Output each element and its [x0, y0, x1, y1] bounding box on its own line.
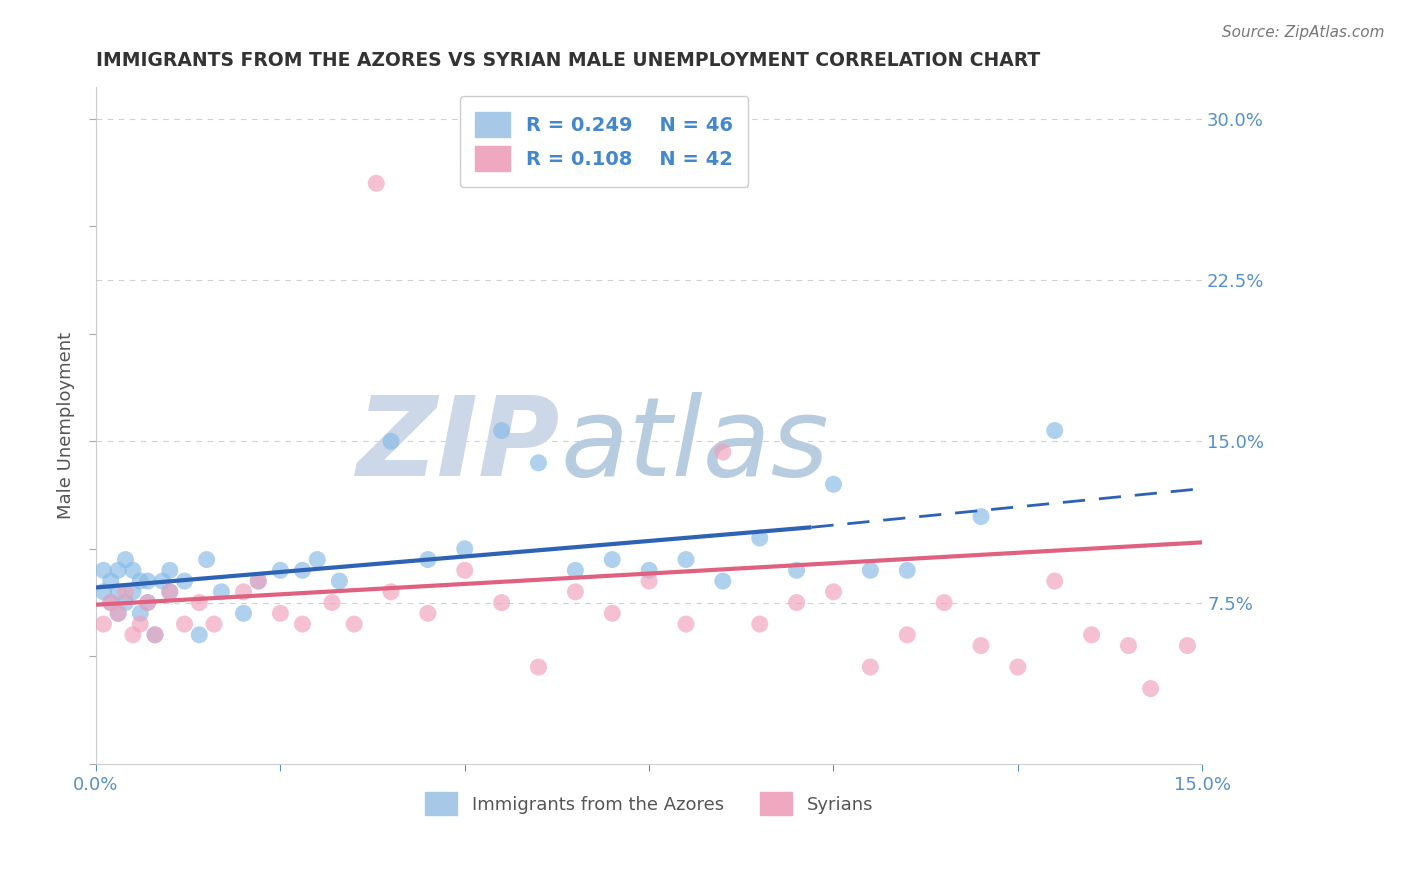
- Point: [970, 509, 993, 524]
- Point: [1139, 681, 1161, 696]
- Point: [114, 596, 136, 610]
- Point: [202, 617, 225, 632]
- Point: [454, 541, 477, 556]
- Point: [786, 563, 808, 577]
- Point: [232, 584, 254, 599]
- Point: [143, 628, 166, 642]
- Point: [107, 607, 129, 621]
- Point: [129, 617, 152, 632]
- Point: [159, 563, 181, 577]
- Point: [491, 424, 513, 438]
- Point: [93, 563, 115, 577]
- Point: [711, 445, 734, 459]
- Point: [321, 596, 343, 610]
- Point: [114, 552, 136, 566]
- Point: [1043, 574, 1066, 588]
- Point: [122, 563, 145, 577]
- Point: [136, 596, 159, 610]
- Point: [114, 584, 136, 599]
- Point: [232, 607, 254, 621]
- Point: [416, 607, 439, 621]
- Point: [366, 176, 388, 190]
- Point: [638, 563, 661, 577]
- Text: ZIP: ZIP: [357, 392, 561, 499]
- Point: [786, 596, 808, 610]
- Point: [748, 531, 770, 545]
- Point: [291, 617, 314, 632]
- Point: [859, 563, 882, 577]
- Point: [527, 660, 550, 674]
- Point: [711, 574, 734, 588]
- Point: [100, 574, 122, 588]
- Point: [173, 574, 195, 588]
- Text: Source: ZipAtlas.com: Source: ZipAtlas.com: [1222, 25, 1385, 40]
- Point: [1177, 639, 1199, 653]
- Point: [159, 584, 181, 599]
- Point: [195, 552, 218, 566]
- Point: [600, 552, 623, 566]
- Point: [107, 584, 129, 599]
- Point: [675, 552, 697, 566]
- Point: [1007, 660, 1029, 674]
- Point: [122, 584, 145, 599]
- Point: [932, 596, 955, 610]
- Point: [748, 617, 770, 632]
- Point: [143, 628, 166, 642]
- Point: [491, 596, 513, 610]
- Point: [291, 563, 314, 577]
- Point: [100, 596, 122, 610]
- Point: [564, 563, 586, 577]
- Point: [823, 584, 845, 599]
- Point: [173, 617, 195, 632]
- Point: [638, 574, 661, 588]
- Point: [93, 584, 115, 599]
- Legend: Immigrants from the Azores, Syrians: Immigrants from the Azores, Syrians: [418, 785, 880, 822]
- Point: [269, 563, 291, 577]
- Point: [269, 607, 291, 621]
- Point: [859, 660, 882, 674]
- Point: [122, 628, 145, 642]
- Point: [380, 584, 402, 599]
- Point: [188, 628, 211, 642]
- Point: [100, 596, 122, 610]
- Point: [307, 552, 329, 566]
- Point: [136, 574, 159, 588]
- Point: [527, 456, 550, 470]
- Point: [454, 563, 477, 577]
- Point: [416, 552, 439, 566]
- Point: [380, 434, 402, 449]
- Point: [188, 596, 211, 610]
- Point: [107, 607, 129, 621]
- Point: [107, 563, 129, 577]
- Point: [970, 639, 993, 653]
- Point: [136, 596, 159, 610]
- Text: IMMIGRANTS FROM THE AZORES VS SYRIAN MALE UNEMPLOYMENT CORRELATION CHART: IMMIGRANTS FROM THE AZORES VS SYRIAN MAL…: [96, 51, 1040, 70]
- Point: [93, 617, 115, 632]
- Point: [1080, 628, 1102, 642]
- Point: [600, 607, 623, 621]
- Point: [1043, 424, 1066, 438]
- Point: [150, 574, 173, 588]
- Point: [1118, 639, 1140, 653]
- Point: [896, 563, 918, 577]
- Point: [129, 607, 152, 621]
- Point: [159, 584, 181, 599]
- Point: [823, 477, 845, 491]
- Point: [209, 584, 232, 599]
- Point: [564, 584, 586, 599]
- Point: [675, 617, 697, 632]
- Point: [328, 574, 350, 588]
- Point: [343, 617, 366, 632]
- Point: [247, 574, 270, 588]
- Point: [896, 628, 918, 642]
- Point: [247, 574, 270, 588]
- Y-axis label: Male Unemployment: Male Unemployment: [58, 332, 75, 519]
- Text: atlas: atlas: [561, 392, 830, 499]
- Point: [129, 574, 152, 588]
